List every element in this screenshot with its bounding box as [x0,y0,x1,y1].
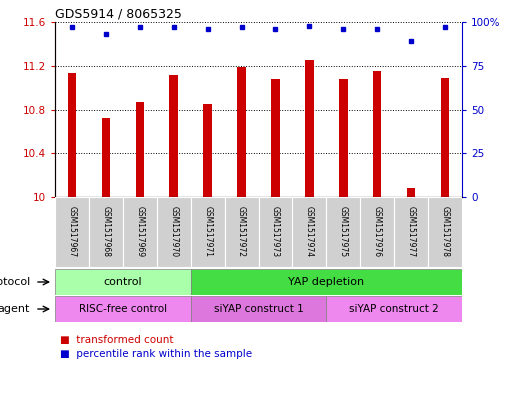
Text: GSM1517973: GSM1517973 [271,206,280,257]
Text: RISC-free control: RISC-free control [79,304,167,314]
Text: GSM1517972: GSM1517972 [237,206,246,257]
Bar [191,296,326,322]
Text: protocol: protocol [0,277,30,287]
Bar [326,296,462,322]
Text: GSM1517976: GSM1517976 [373,206,382,257]
Text: GSM1517971: GSM1517971 [203,206,212,257]
Text: siYAP construct 2: siYAP construct 2 [349,304,439,314]
Text: GSM1517975: GSM1517975 [339,206,348,257]
Bar [271,79,280,197]
Bar [292,197,326,267]
Bar [428,197,462,267]
Text: GSM1517974: GSM1517974 [305,206,314,257]
Bar [407,188,416,197]
Bar [373,71,382,197]
Bar [191,269,462,295]
Bar [169,75,178,197]
Text: GSM1517967: GSM1517967 [67,206,76,257]
Bar [89,197,123,267]
Bar [225,197,259,267]
Bar [55,197,89,267]
Bar [238,67,246,197]
Bar [55,296,191,322]
Bar [157,197,191,267]
Text: siYAP construct 1: siYAP construct 1 [213,304,303,314]
Bar [68,73,76,197]
Text: GSM1517977: GSM1517977 [407,206,416,257]
Text: GSM1517978: GSM1517978 [441,206,449,257]
Text: ■  percentile rank within the sample: ■ percentile rank within the sample [60,349,252,359]
Bar [135,102,144,197]
Text: agent: agent [0,304,30,314]
Bar [339,79,347,197]
Bar [203,104,212,197]
Text: YAP depletion: YAP depletion [288,277,364,287]
Bar [441,78,449,197]
Bar [191,197,225,267]
Bar [305,60,313,197]
Bar [102,118,110,197]
Bar [55,269,191,295]
Bar [394,197,428,267]
Text: GSM1517968: GSM1517968 [102,206,110,257]
Bar [259,197,292,267]
Bar [326,197,360,267]
Text: GDS5914 / 8065325: GDS5914 / 8065325 [55,8,182,21]
Text: ■  transformed count: ■ transformed count [60,335,173,345]
Text: GSM1517969: GSM1517969 [135,206,144,257]
Bar [360,197,394,267]
Text: control: control [104,277,142,287]
Text: GSM1517970: GSM1517970 [169,206,178,257]
Bar [123,197,157,267]
